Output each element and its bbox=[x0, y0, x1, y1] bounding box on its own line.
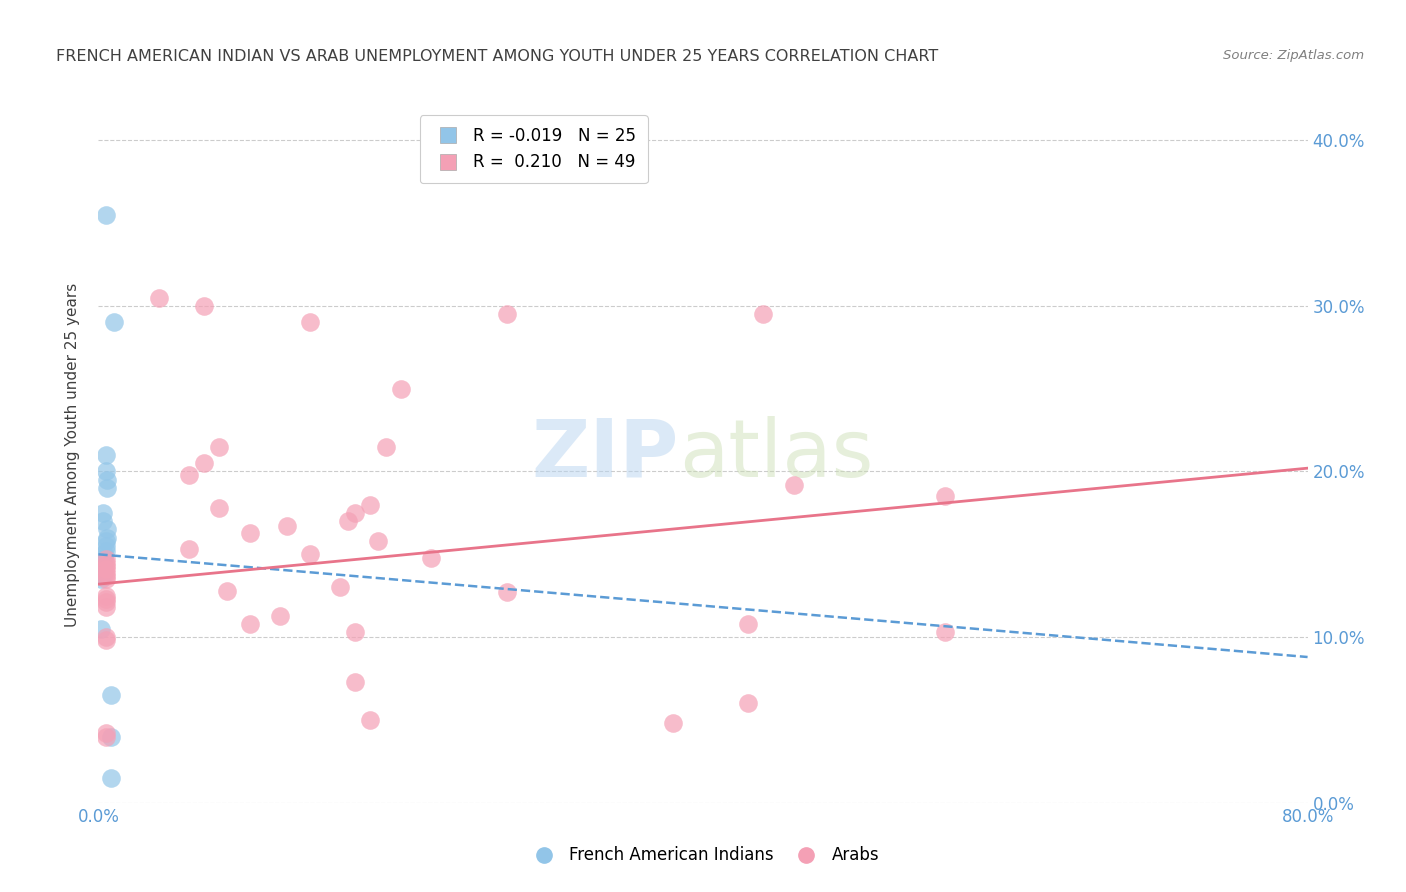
Point bbox=[276, 519, 298, 533]
Point bbox=[344, 625, 367, 640]
Point bbox=[179, 542, 201, 557]
Point bbox=[91, 556, 114, 570]
Point bbox=[103, 315, 125, 329]
Point bbox=[94, 730, 117, 744]
Point bbox=[94, 600, 117, 615]
Point bbox=[94, 572, 117, 586]
Point bbox=[495, 307, 517, 321]
Point bbox=[215, 583, 238, 598]
Point bbox=[737, 697, 759, 711]
Text: atlas: atlas bbox=[679, 416, 873, 494]
Point bbox=[96, 481, 118, 495]
Point bbox=[783, 477, 806, 491]
Text: FRENCH AMERICAN INDIAN VS ARAB UNEMPLOYMENT AMONG YOUTH UNDER 25 YEARS CORRELATI: FRENCH AMERICAN INDIAN VS ARAB UNEMPLOYM… bbox=[56, 49, 938, 64]
Point bbox=[94, 630, 117, 644]
Point bbox=[94, 465, 117, 479]
Point bbox=[344, 506, 367, 520]
Point bbox=[94, 556, 117, 570]
Point bbox=[420, 550, 443, 565]
Point bbox=[179, 467, 201, 482]
Point bbox=[100, 730, 122, 744]
Point bbox=[752, 307, 775, 321]
Text: ZIP: ZIP bbox=[531, 416, 679, 494]
Legend: French American Indians, Arabs: French American Indians, Arabs bbox=[520, 839, 886, 871]
Point bbox=[269, 608, 291, 623]
Point bbox=[336, 514, 359, 528]
Point bbox=[661, 716, 683, 731]
Point bbox=[360, 498, 382, 512]
Y-axis label: Unemployment Among Youth under 25 years: Unemployment Among Youth under 25 years bbox=[65, 283, 80, 627]
Point bbox=[208, 500, 231, 515]
Point bbox=[94, 558, 117, 573]
Point bbox=[91, 514, 114, 528]
Point bbox=[93, 550, 115, 565]
Point bbox=[91, 566, 114, 580]
Point bbox=[94, 208, 117, 222]
Point bbox=[96, 473, 118, 487]
Point bbox=[389, 382, 412, 396]
Point bbox=[299, 315, 322, 329]
Point bbox=[100, 688, 122, 702]
Point bbox=[94, 633, 117, 648]
Point bbox=[91, 506, 114, 520]
Point bbox=[344, 674, 367, 689]
Point bbox=[329, 581, 352, 595]
Point bbox=[100, 771, 122, 785]
Point bbox=[374, 440, 396, 454]
Point bbox=[94, 726, 117, 740]
Point bbox=[94, 589, 117, 603]
Point bbox=[90, 622, 112, 636]
Point bbox=[90, 572, 112, 586]
Point bbox=[94, 595, 117, 609]
Point bbox=[934, 625, 956, 640]
Point bbox=[299, 547, 322, 561]
Point bbox=[91, 562, 114, 576]
Point bbox=[495, 585, 517, 599]
Point bbox=[94, 569, 117, 583]
Point bbox=[94, 592, 117, 607]
Point bbox=[239, 616, 262, 631]
Point bbox=[94, 544, 117, 558]
Point bbox=[239, 525, 262, 540]
Point bbox=[193, 456, 215, 470]
Point bbox=[360, 713, 382, 727]
Point bbox=[208, 440, 231, 454]
Point bbox=[94, 534, 117, 549]
Text: Source: ZipAtlas.com: Source: ZipAtlas.com bbox=[1223, 49, 1364, 62]
Point bbox=[94, 539, 117, 553]
Point bbox=[934, 489, 956, 503]
Point bbox=[94, 562, 117, 576]
Point bbox=[96, 531, 118, 545]
Point bbox=[193, 299, 215, 313]
Point bbox=[91, 569, 114, 583]
Point bbox=[737, 616, 759, 631]
Point bbox=[91, 558, 114, 573]
Point bbox=[94, 552, 117, 566]
Point bbox=[96, 523, 118, 537]
Point bbox=[148, 291, 170, 305]
Point bbox=[94, 566, 117, 580]
Point bbox=[94, 448, 117, 462]
Point bbox=[93, 547, 115, 561]
Point bbox=[367, 534, 389, 549]
